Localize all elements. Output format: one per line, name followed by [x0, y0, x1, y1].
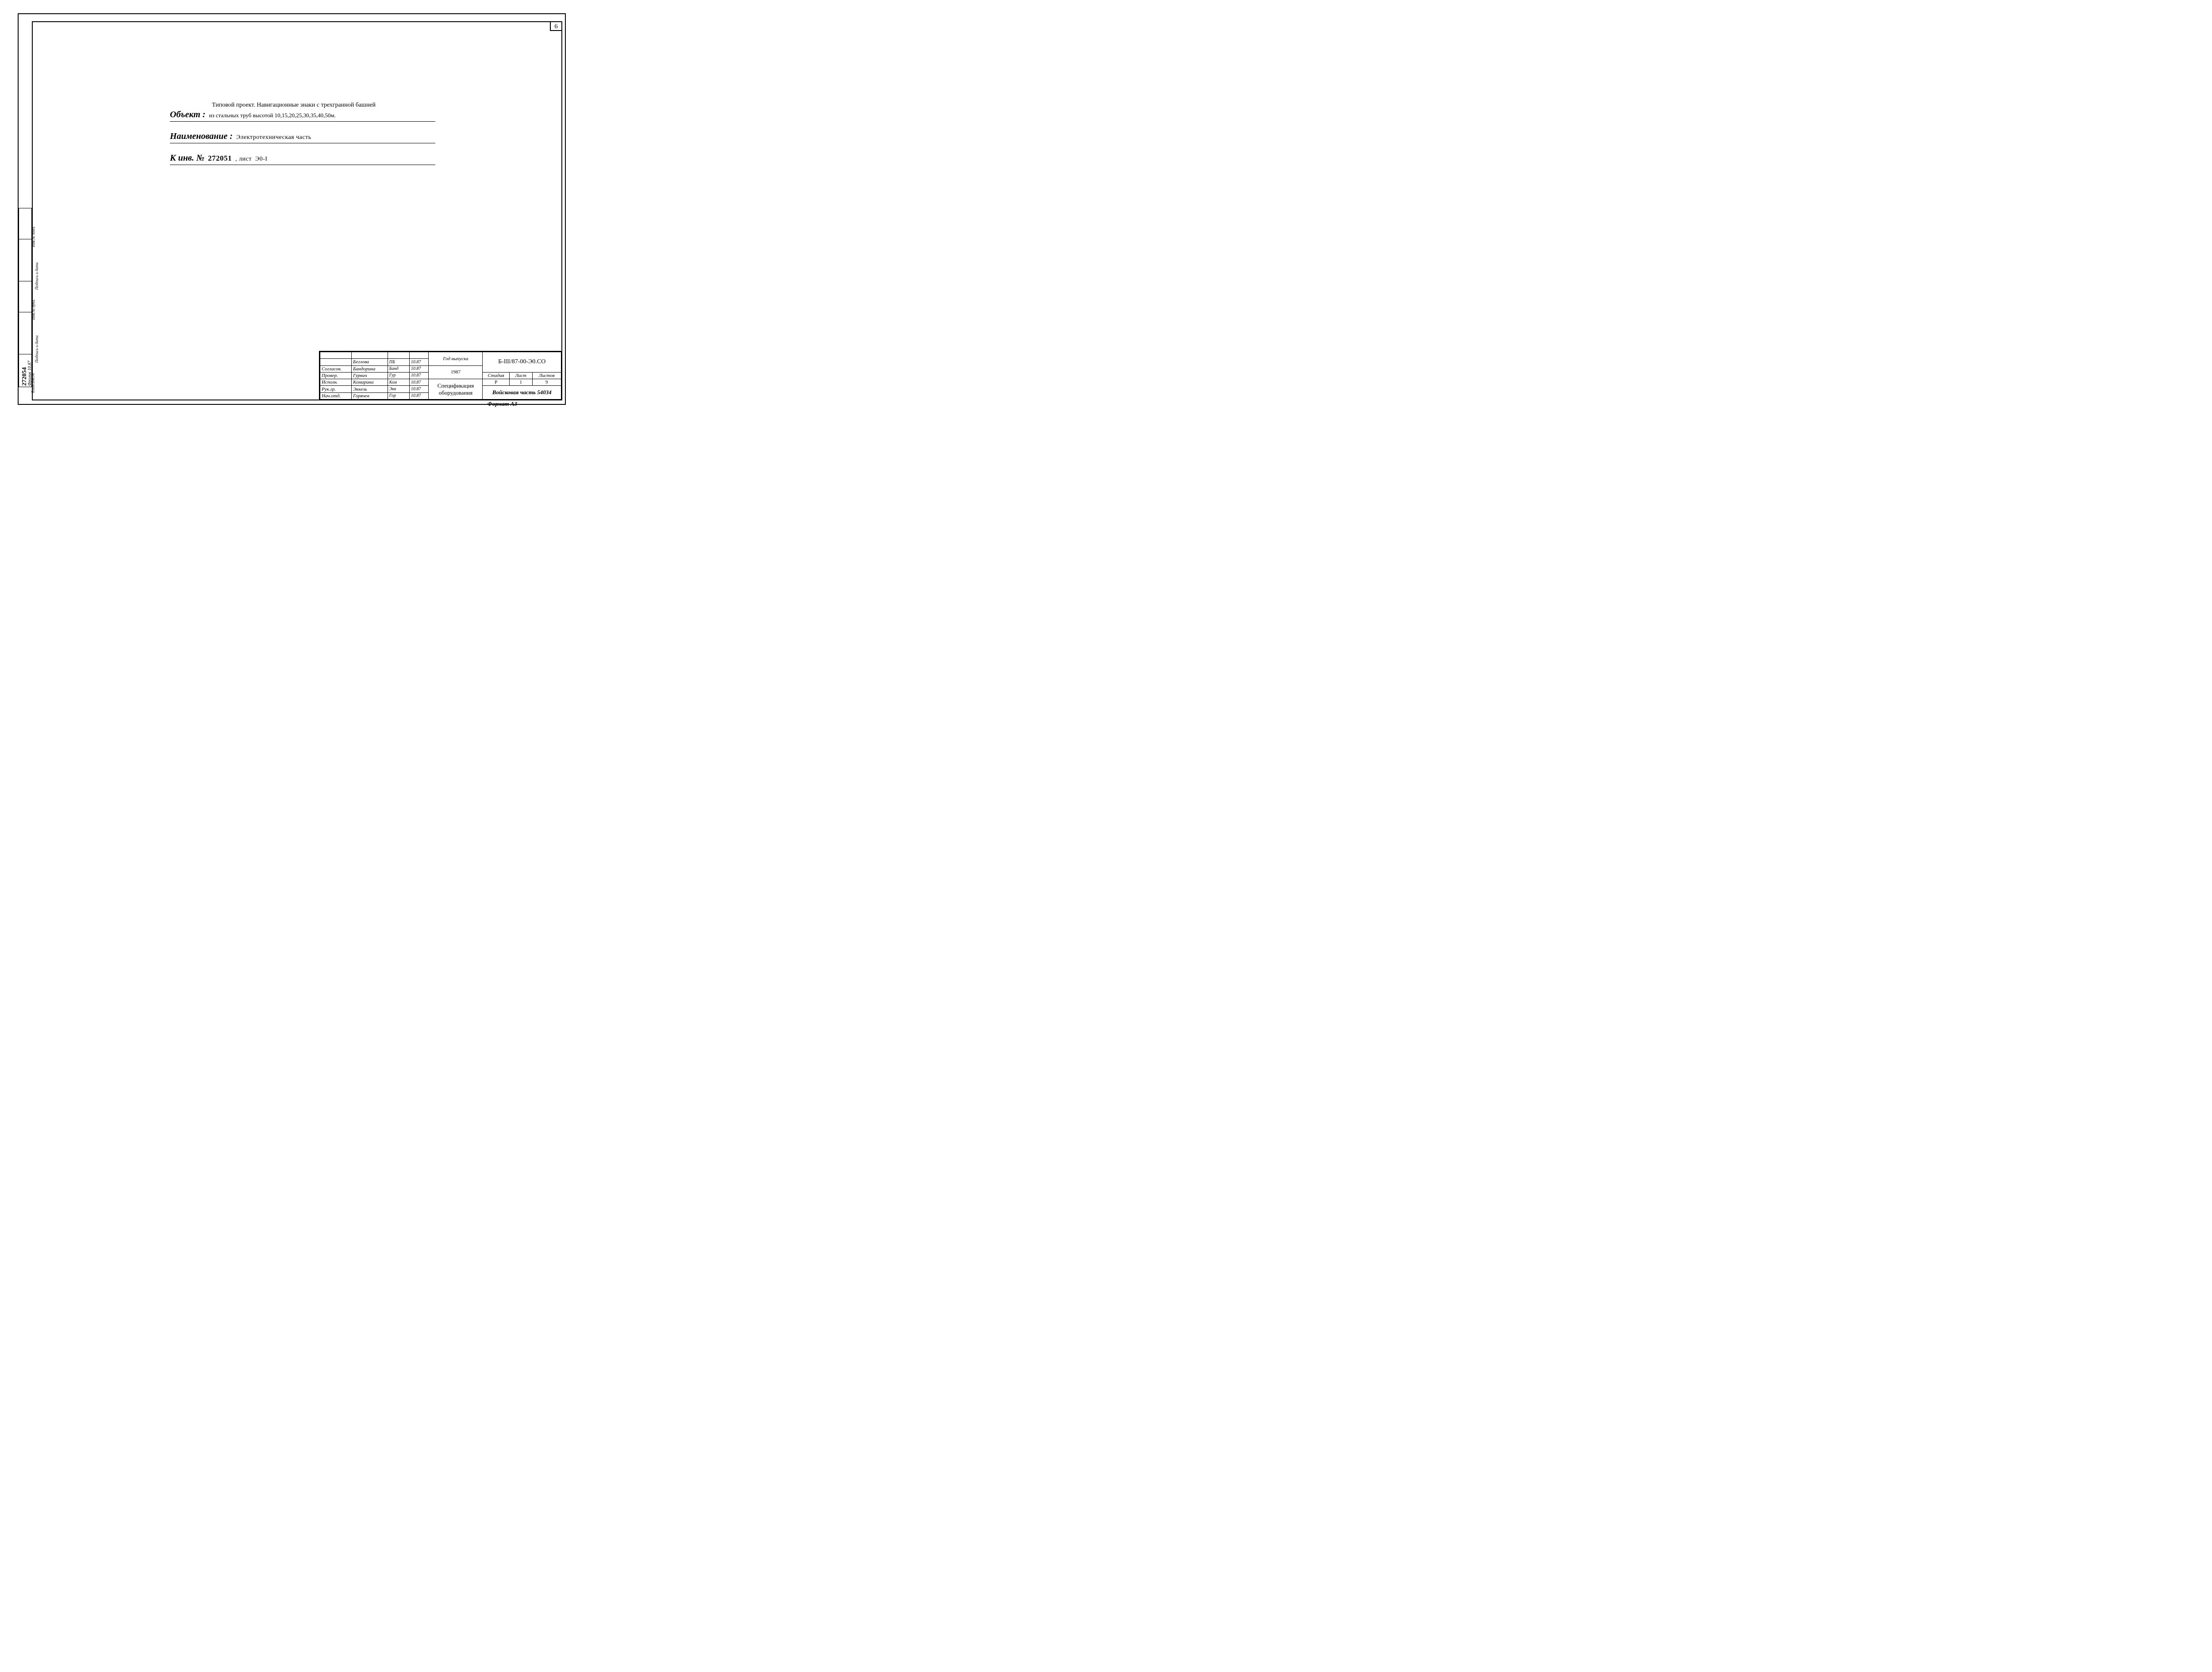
object-field: Типовой проект. Навигационные знаки с тр…: [170, 102, 435, 122]
sign-row-1-role: Согласов.: [320, 365, 352, 372]
name-label: Наименование :: [170, 131, 233, 142]
sign-row-1-date: 10.87: [409, 365, 429, 372]
sign-row-4-role: Рук.гр.: [320, 386, 352, 392]
stage-label: Стадия: [483, 372, 509, 379]
sign-row-2-role: Провер.: [320, 372, 352, 379]
inv-sheet-label: , лист: [235, 156, 252, 163]
drawing-frame: 6 Типовой проект. Навигационные знаки с …: [32, 21, 562, 400]
inv-number: 272051: [208, 154, 232, 163]
stage-value: Р: [483, 379, 509, 386]
sign-row-2-name: Гурвич: [352, 372, 388, 379]
side-cell-3: Подпись и дата: [35, 262, 39, 290]
header-fields: Типовой проект. Навигационные знаки с тр…: [170, 102, 435, 175]
sign-row-5-name: Горячев: [352, 392, 388, 399]
sign-row-3-name: Комарина: [352, 379, 388, 386]
doc-title: Спецификация оборудования: [429, 379, 483, 400]
object-line1: Типовой проект. Навигационные знаки с тр…: [212, 102, 435, 109]
sign-row-3-role: Исполн.: [320, 379, 352, 386]
sign-row-5-role: Нач.отд.: [320, 392, 352, 399]
sign-row-5-sig: Гор: [388, 392, 409, 399]
inv-sheet: Э0-I: [255, 156, 268, 163]
year-label: Год выпуска: [429, 352, 483, 366]
sign-row-0-name: Беглова: [352, 359, 388, 365]
sign-row-4-date: 10.87: [409, 386, 429, 392]
sign-row-4-sig: Экк: [388, 386, 409, 392]
inv-label: К инв. №: [170, 153, 204, 163]
sign-row-2-sig: Гур: [388, 372, 409, 379]
sign-row-4-name: Эккель: [352, 386, 388, 392]
year-value: 1987: [429, 365, 483, 379]
sign-row-1-sig: Банд: [388, 365, 409, 372]
name-value: Электротехническая часть: [236, 134, 311, 141]
sign-row-2-date: 10.87: [409, 372, 429, 379]
side-sign: Фролик 10.87: [27, 361, 32, 386]
page-number: 6: [550, 21, 562, 31]
sheet-value: 1: [509, 379, 532, 386]
side-cell-4: Инв.№ подл.: [31, 226, 36, 247]
sheets-label: Листов: [532, 372, 561, 379]
sign-row-3-date: 10.87: [409, 379, 429, 386]
doc-code: Б-III/87-00-Э0.СО: [483, 352, 561, 373]
title-block: Год выпуска Б-III/87-00-Э0.СО Беглова ПБ…: [319, 351, 561, 400]
sheet-label: Лист: [509, 372, 532, 379]
side-cell-1: Подпись и дата: [35, 335, 39, 363]
side-cell-2: Инв.№ дубл.: [31, 299, 35, 320]
sign-row-3-sig: Ком: [388, 379, 409, 386]
sign-row-1-name: Бандорина: [352, 365, 388, 372]
name-field: Наименование : Электротехническая часть: [170, 131, 435, 143]
sheets-value: 9: [532, 379, 561, 386]
organization: Войсковая часть 54034: [483, 386, 561, 400]
object-label: Объект :: [170, 110, 205, 120]
format-label: Формат А3: [488, 400, 517, 407]
sign-row-5-date: 10.87: [409, 392, 429, 399]
inv-field: К инв. № 272051 , лист Э0-I: [170, 153, 435, 165]
object-line2: из стальных труб высотой 10,15,20,25,30,…: [209, 112, 335, 119]
sign-row-0-sig: ПБ: [388, 359, 409, 365]
sign-row-0-date: 10.87: [409, 359, 429, 365]
